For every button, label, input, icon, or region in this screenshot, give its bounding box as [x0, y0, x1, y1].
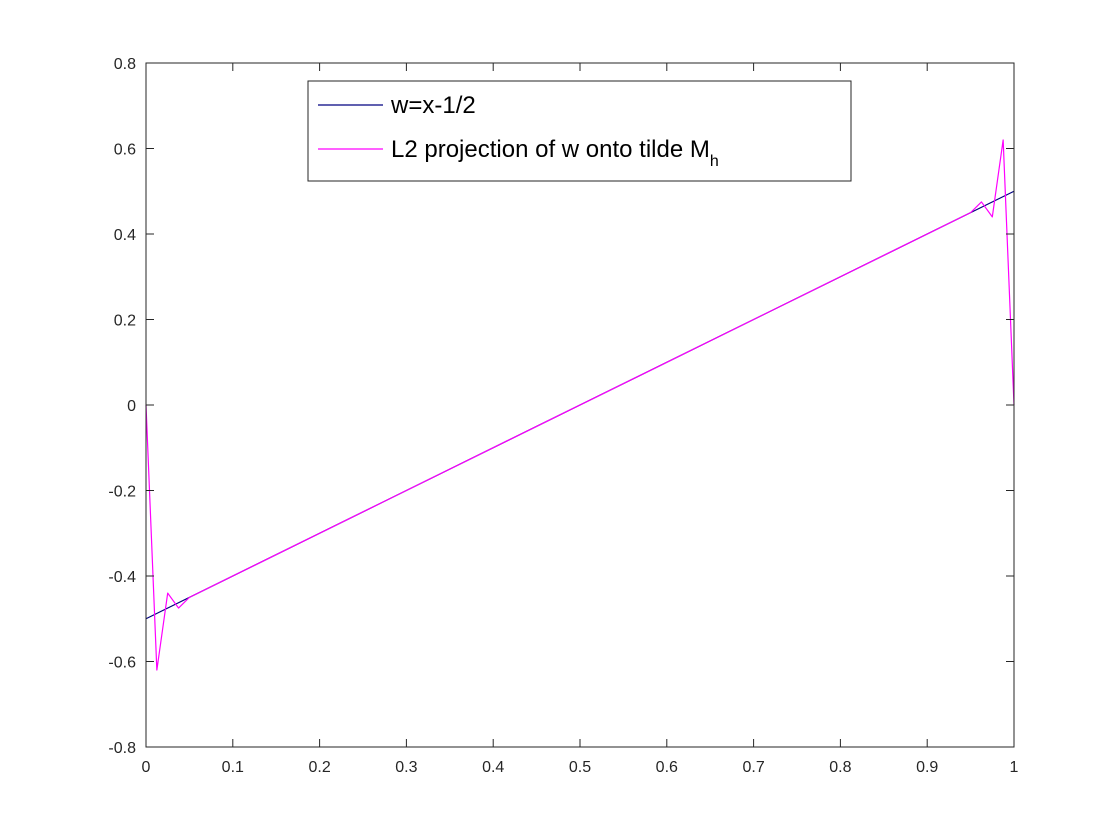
x-tick-label: 0.2: [308, 759, 330, 776]
y-tick-label: 0.4: [114, 227, 136, 244]
x-tick-label: 0.9: [916, 759, 938, 776]
y-tick-label: -0.2: [108, 484, 136, 501]
x-tick-label: 0.6: [656, 759, 678, 776]
x-tick-label: 0.8: [829, 759, 851, 776]
series-line-l2-projection: [145, 139, 1015, 671]
y-tick-label: 0.8: [114, 56, 136, 73]
x-tick-label: 0.7: [742, 759, 764, 776]
y-tick-label: 0: [127, 398, 136, 415]
x-tick-label: 0.5: [569, 759, 591, 776]
y-tick-label: 0.6: [114, 142, 136, 159]
y-tick-label: -0.8: [108, 740, 136, 757]
series-layer: [145, 139, 1015, 671]
legend-label-w: w=x-1/2: [390, 92, 476, 119]
y-tick-label: -0.4: [108, 569, 136, 586]
x-tick-label: 0.1: [222, 759, 244, 776]
y-tick-label: 0.2: [114, 313, 136, 330]
x-tick-label: 0: [142, 759, 151, 776]
legend-label-l2-main: L2 projection of w onto tilde M: [391, 136, 710, 163]
y-tick-label: -0.6: [108, 655, 136, 672]
x-tick-label: 0.4: [482, 759, 504, 776]
x-tick-label: 1: [1010, 759, 1019, 776]
x-tick-label: 0.3: [395, 759, 417, 776]
legend-label-l2-projection: L2 projection of w onto tilde Mh: [391, 136, 719, 170]
legend-box: [307, 80, 852, 182]
legend-label-l2-subscript: h: [710, 153, 719, 170]
tick-layer: 0 0.1 0.2 0.3 0.4 0.5 0.6 0.7 0.8 0.9 1 -0.8 -0.6 -0.…: [108, 56, 1018, 776]
legend: w=x-1/2 L2 projection of w onto tilde Mh: [307, 80, 852, 182]
